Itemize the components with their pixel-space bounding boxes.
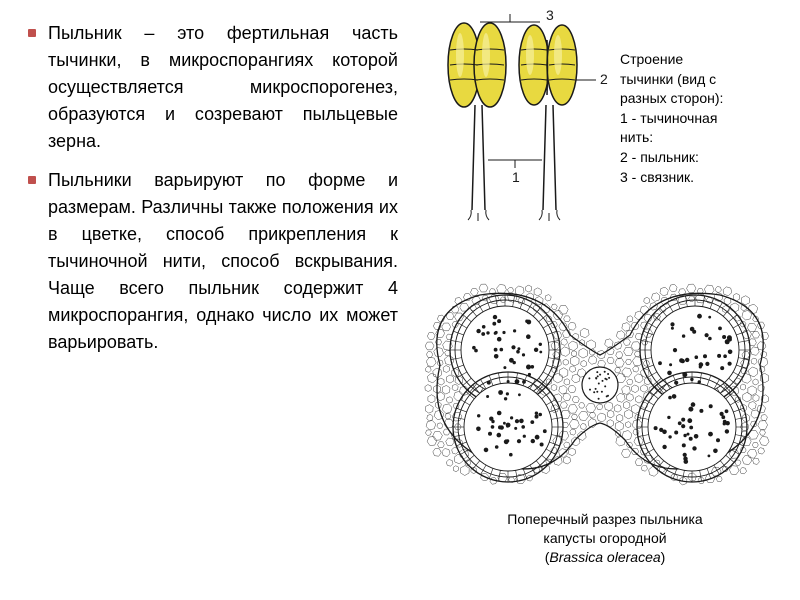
bullet-item-2: Пыльники варьируют по форме и размерам. … bbox=[28, 167, 398, 356]
cross-section-caption: Поперечный разрез пыльника капусты огоро… bbox=[420, 510, 790, 567]
caption2-l2: капусты огородной bbox=[420, 529, 790, 548]
caption1-l2: разных сторон): bbox=[620, 89, 790, 109]
label-1: 1 bbox=[512, 169, 520, 185]
caption2-l3: (Brassica oleracea) bbox=[420, 548, 790, 567]
caption1-l3: 1 - тычиночная bbox=[620, 109, 790, 129]
caption1-l4: нить: bbox=[620, 128, 790, 148]
label-2: 2 bbox=[600, 71, 608, 87]
caption2-l1: Поперечный разрез пыльника bbox=[420, 510, 790, 529]
label-3: 3 bbox=[546, 10, 554, 23]
stamen-right bbox=[519, 25, 577, 221]
caption1-l6: 3 - связник. bbox=[620, 168, 790, 188]
stamen-figure: 3 2 1 bbox=[420, 10, 620, 240]
caption1-l1: тычинки (вид с bbox=[620, 70, 790, 90]
stamen-caption: Строение тычинки (вид с разных сторон): … bbox=[620, 50, 790, 187]
stamen-left bbox=[448, 23, 506, 221]
caption1-l0: Строение bbox=[620, 50, 790, 70]
bullet-marker bbox=[28, 176, 36, 184]
bullet-text-2: Пыльники варьируют по форме и размерам. … bbox=[48, 167, 398, 356]
bullet-item-1: Пыльник – это фертильная часть тычинки, … bbox=[28, 20, 398, 155]
bullet-text-1: Пыльник – это фертильная часть тычинки, … bbox=[48, 20, 398, 155]
caption1-l5: 2 - пыльник: bbox=[620, 148, 790, 168]
anther-cross-section bbox=[410, 255, 790, 505]
bullet-marker bbox=[28, 29, 36, 37]
